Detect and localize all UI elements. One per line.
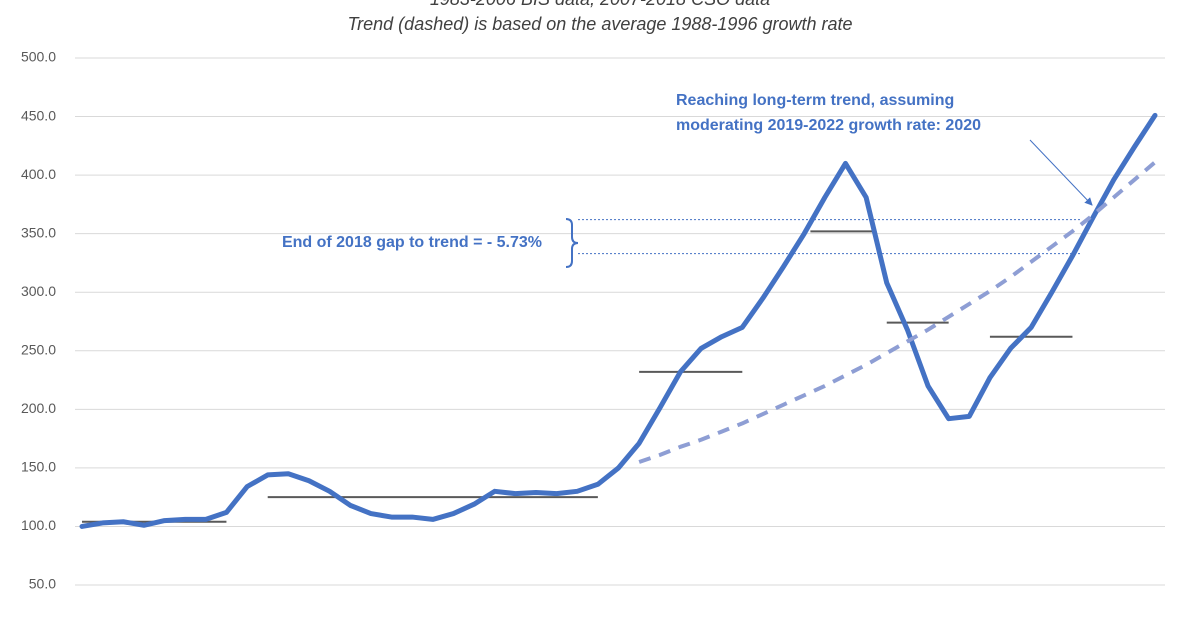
y-tick-label: 100.0 (21, 517, 56, 533)
series-line (638, 160, 1157, 464)
brace (565, 218, 579, 268)
y-tick-label: 450.0 (21, 107, 56, 123)
gap-label: End of 2018 gap to trend = - 5.73% (282, 234, 542, 251)
grid: 50.0 100.0 150.0 200.0 250.0 300.0 350.0 400.0 4… (21, 49, 1165, 592)
trend-note: Reaching long-term trend, assuming (676, 92, 954, 109)
chart-title: Trend (dashed) is based on the average 1… (348, 14, 853, 34)
y-tick-label: 200.0 (21, 400, 56, 416)
chart-subtitle: 1983-2006 BIS data, 2007-2018 CSO data (430, 0, 770, 9)
trend-note: moderating 2019-2022 growth rate: 2020 (676, 117, 981, 134)
y-tick-label: 350.0 (21, 224, 56, 240)
y-tick-label: 300.0 (21, 283, 56, 299)
arrow (1029, 139, 1093, 206)
series-line (79, 112, 1158, 529)
y-tick-label: 250.0 (21, 341, 56, 357)
plot (79, 112, 1158, 529)
y-tick-label: 500.0 (21, 49, 56, 65)
y-tick-label: 150.0 (21, 459, 56, 475)
y-tick-label: 50.0 (29, 576, 56, 592)
y-tick-label: 400.0 (21, 166, 56, 182)
